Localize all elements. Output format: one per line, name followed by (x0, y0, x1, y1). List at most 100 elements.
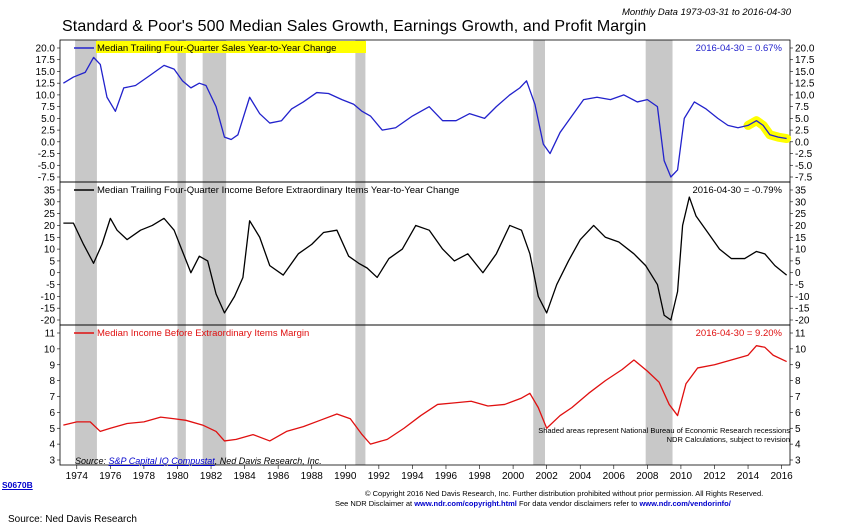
income-ytick-label-left: 20 (44, 221, 56, 232)
xtick-label: 1974 (66, 471, 89, 482)
income-ytick-label-right: -20 (795, 316, 810, 327)
margin-ytick-label-right: 6 (795, 408, 801, 419)
sales-ytick-label-right: 0.0 (795, 137, 809, 148)
sales-ytick-label-left: 12.5 (36, 79, 56, 90)
margin-legend-label: Median Income Before Extraordinary Items… (97, 328, 309, 339)
disclaimer-text: See NDR Disclaimer at (335, 499, 413, 508)
sales-ytick-label-right: 17.5 (795, 55, 815, 66)
income-ytick-label-right: -15 (795, 304, 810, 315)
income-ytick-label-left: 30 (44, 197, 56, 208)
legend-highlight (96, 41, 366, 53)
xtick-label: 2002 (536, 471, 559, 482)
source-link[interactable]: S&P Capital IQ Compustat (108, 456, 215, 466)
income-ytick-label-left: 25 (44, 209, 56, 220)
xtick-label: 2010 (670, 471, 693, 482)
xtick-label: 2014 (737, 471, 760, 482)
sales-ytick-label-left: -5.0 (38, 161, 56, 172)
income-latest-value: 2016-04-30 = -0.79% (692, 185, 782, 196)
sales-ytick-label-left: 2.5 (41, 126, 55, 137)
income-ytick-label-right: 25 (795, 209, 807, 220)
xtick-label: 2008 (636, 471, 659, 482)
margin-ytick-label-right: 9 (795, 360, 801, 371)
recession-band-0 (75, 40, 97, 465)
margin-ytick-label-right: 10 (795, 344, 807, 355)
margin-ytick-label-left: 9 (49, 360, 55, 371)
calc-note: NDR Calculations, subject to revision (666, 435, 790, 444)
income-ytick-label-left: -15 (41, 304, 56, 315)
margin-panel-frame (59, 324, 791, 466)
income-legend-label: Median Trailing Four-Quarter Income Befo… (97, 185, 459, 196)
sales-ytick-label-right: 15.0 (795, 67, 815, 78)
margin-ytick-label-right: 11 (795, 329, 806, 340)
sales-ytick-label-left: 10.0 (36, 90, 56, 101)
recession-band-2 (202, 40, 227, 465)
vendor-text: For data vendor disclaimers refer to (518, 499, 638, 508)
footer-source: Source: Ned Davis Research (8, 514, 137, 525)
sales-ytick-label-left: 17.5 (36, 55, 56, 66)
sales-ytick-label-right: -2.5 (795, 149, 813, 160)
sales-ytick-label-right: -7.5 (795, 173, 813, 184)
margin-ytick-label-left: 11 (45, 329, 56, 340)
copyright-line2: See NDR Disclaimer at www.ndr.com/copyri… (335, 499, 731, 508)
xtick-label: 1994 (401, 471, 424, 482)
income-ytick-label-left: 5 (49, 256, 55, 267)
sales-legend-label: Median Trailing Four-Quarter Sales Year-… (97, 43, 336, 54)
margin-series-line (63, 345, 787, 445)
chart-source: Source: S&P Capital IQ Compustat, Ned Da… (75, 456, 322, 466)
sales-ytick-label-left: 0.0 (41, 137, 55, 148)
margin-ytick-label-left: 5 (49, 424, 55, 435)
margin-latest-value: 2016-04-30 = 9.20% (696, 328, 783, 339)
sales-series-line (63, 56, 787, 178)
sales-ytick-label-right: -5.0 (795, 161, 813, 172)
margin-ytick-label-left: 7 (49, 392, 55, 403)
copyright-link[interactable]: www.ndr.com/copyright.html (414, 499, 517, 508)
chart-code[interactable]: S0670B (2, 480, 33, 490)
recession-note: Shaded areas represent National Bureau o… (538, 426, 790, 435)
xtick-label: 2004 (569, 471, 592, 482)
recession-band-4 (533, 40, 545, 465)
income-ytick-label-right: 10 (795, 245, 807, 256)
recession-band-1 (177, 40, 186, 465)
margin-ytick-label-right: 3 (795, 456, 801, 467)
margin-ytick-label-left: 4 (49, 440, 55, 451)
xtick-label: 1998 (468, 471, 491, 482)
xtick-label: 2006 (603, 471, 626, 482)
income-ytick-label-right: 5 (795, 256, 801, 267)
recession-band-5 (645, 40, 673, 465)
xtick-label: 2016 (770, 471, 793, 482)
margin-ytick-label-right: 7 (795, 392, 801, 403)
source-prefix: Source: (75, 456, 107, 466)
xtick-label: 1984 (233, 471, 256, 482)
income-ytick-label-left: 15 (44, 233, 56, 244)
income-ytick-label-right: -10 (795, 292, 810, 303)
margin-ytick-label-left: 8 (49, 376, 55, 387)
margin-ytick-label-right: 8 (795, 376, 801, 387)
income-series-line (63, 196, 788, 321)
sales-panel-frame (59, 39, 791, 183)
income-ytick-label-right: 20 (795, 221, 807, 232)
income-ytick-label-left: 0 (49, 268, 55, 279)
xtick-label: 1980 (166, 471, 189, 482)
sales-ytick-label-right: 10.0 (795, 90, 815, 101)
xtick-label: 1996 (435, 471, 458, 482)
income-ytick-label-right: 0 (795, 268, 801, 279)
income-ytick-label-left: -20 (41, 316, 56, 327)
source-rest: , Ned Davis Research, Inc. (214, 456, 322, 466)
sales-ytick-label-left: 15.0 (36, 67, 56, 78)
income-ytick-label-left: 35 (44, 186, 56, 197)
margin-ytick-label-right: 4 (795, 440, 801, 451)
income-ytick-label-right: 35 (795, 186, 807, 197)
xtick-label: 1978 (133, 471, 156, 482)
sales-ytick-label-left: -7.5 (38, 173, 56, 184)
chart-subtitle: Monthly Data 1973-03-31 to 2016-04-30 (621, 7, 791, 18)
margin-ytick-label-right: 5 (795, 424, 801, 435)
vendor-link[interactable]: www.ndr.com/vendorinfo/ (639, 499, 731, 508)
recession-band-3 (355, 40, 366, 465)
xtick-label: 2012 (703, 471, 726, 482)
sales-ytick-label-left: -2.5 (38, 149, 56, 160)
xtick-label: 1992 (368, 471, 391, 482)
sales-ytick-label-right: 5.0 (795, 114, 809, 125)
sales-ytick-label-right: 7.5 (795, 102, 809, 113)
income-ytick-label-left: -10 (41, 292, 56, 303)
